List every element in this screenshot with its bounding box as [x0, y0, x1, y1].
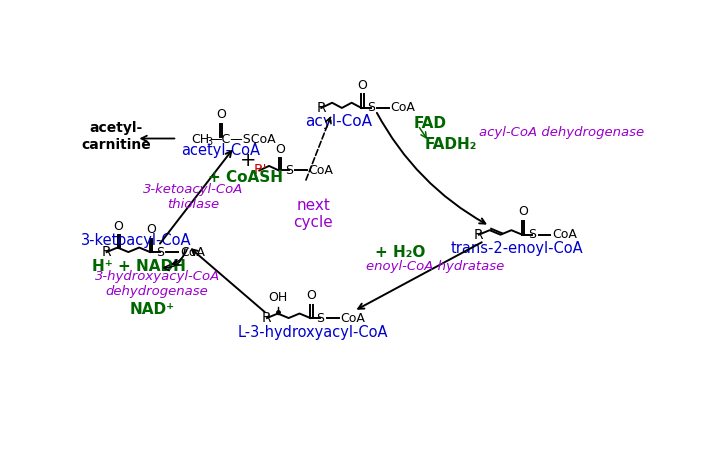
Text: R: R [262, 311, 272, 325]
Text: S: S [367, 101, 374, 115]
Text: CH: CH [191, 133, 209, 146]
Text: + CoASH: + CoASH [207, 170, 283, 185]
Text: R: R [474, 228, 484, 242]
Text: S: S [285, 164, 292, 177]
Text: H⁺ + NADH: H⁺ + NADH [93, 259, 186, 274]
Text: CoA: CoA [390, 101, 415, 115]
Text: CoA: CoA [308, 164, 334, 177]
Text: O: O [217, 109, 226, 121]
Text: R: R [102, 245, 111, 259]
Text: +: + [240, 151, 256, 170]
Text: NAD⁺: NAD⁺ [129, 302, 175, 317]
Text: O: O [358, 78, 367, 92]
Text: next
cycle: next cycle [293, 198, 333, 230]
Text: enoyl-CoA hydratase: enoyl-CoA hydratase [366, 260, 505, 273]
Text: S: S [316, 312, 324, 325]
Text: L-3-hydroxyacyl-CoA: L-3-hydroxyacyl-CoA [238, 326, 388, 341]
Text: 3-hydroxyacyl-CoA
dehydrogenase: 3-hydroxyacyl-CoA dehydrogenase [95, 270, 220, 298]
Text: O: O [114, 220, 123, 233]
Text: acyl-CoA: acyl-CoA [305, 114, 372, 129]
Text: CoA: CoA [180, 245, 205, 258]
Text: R: R [316, 101, 326, 115]
Text: O: O [519, 205, 529, 218]
Text: 3: 3 [206, 137, 212, 147]
Text: O: O [306, 289, 316, 302]
Text: acyl-CoA dehydrogenase: acyl-CoA dehydrogenase [479, 126, 644, 139]
Text: FADH₂: FADH₂ [424, 137, 477, 152]
Text: + H₂O: + H₂O [375, 245, 426, 260]
Text: O: O [275, 143, 285, 156]
Text: FAD: FAD [414, 116, 447, 131]
Text: S: S [156, 245, 164, 258]
Text: acetyl-
carnitine: acetyl- carnitine [81, 121, 151, 152]
Text: S: S [528, 228, 536, 241]
Text: acetyl-CoA: acetyl-CoA [182, 143, 260, 158]
Text: CoA: CoA [552, 228, 577, 241]
Text: R': R' [253, 163, 267, 177]
Text: CoA: CoA [340, 312, 365, 325]
Text: 3-ketoacyl-CoA
thiolase: 3-ketoacyl-CoA thiolase [144, 183, 244, 211]
Text: 3-ketoacyl-CoA: 3-ketoacyl-CoA [81, 234, 192, 249]
Text: OH: OH [268, 291, 287, 304]
Text: O: O [147, 223, 156, 236]
Text: trans-2-enoyl-CoA: trans-2-enoyl-CoA [451, 241, 583, 256]
Text: —C—SCoA: —C—SCoA [210, 133, 276, 146]
